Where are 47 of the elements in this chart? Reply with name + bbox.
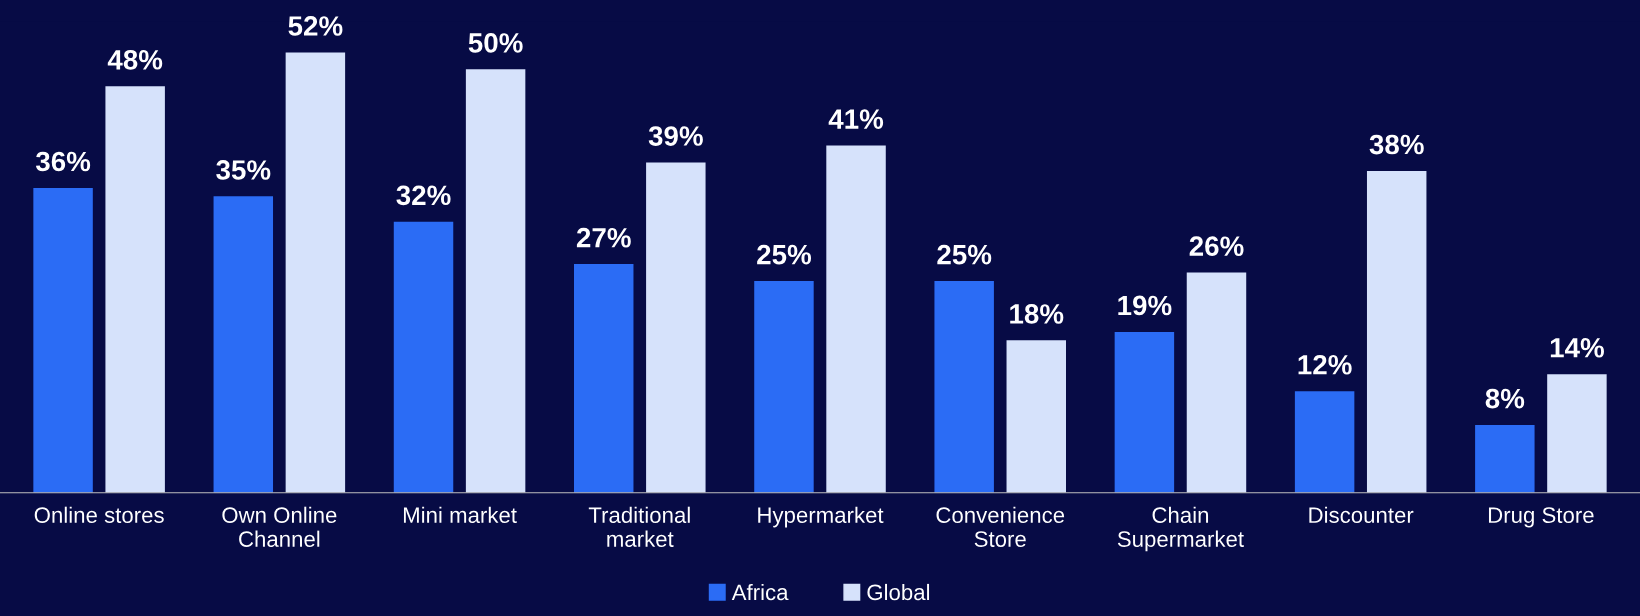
bar [393,221,454,493]
data-label: 26% [1189,236,1244,256]
data-label: 8% [1485,388,1525,409]
data-label: 35% [216,160,271,180]
bar [1366,170,1427,493]
data-label: 39% [648,126,703,146]
x-tick-label: Mini market [403,506,517,524]
bar [1475,425,1535,493]
bar [574,264,634,493]
bar [934,281,994,493]
data-label: 27% [576,227,631,248]
x-tick-label: Hypermarket [758,506,884,528]
x-tick-label: Traditional market [588,506,690,547]
bar [826,145,886,493]
bar [646,162,706,493]
x-tick-label: Drug Store [1488,507,1594,528]
data-label: 41% [828,109,884,129]
bar [1186,272,1247,493]
bar [105,86,165,493]
bar [1547,374,1607,493]
data-label: 32% [396,185,451,206]
bar [1114,331,1175,493]
x-tick-label: Convenience Store [936,506,1065,547]
bar [33,187,93,493]
data-label: 52% [288,16,343,36]
data-label: 18% [1010,304,1064,324]
legend-label: Africa [731,583,789,601]
bar [213,196,274,493]
bar [754,281,814,493]
legend-label: Global [867,583,930,601]
data-label: 38% [1369,134,1424,155]
data-label: 36% [35,151,91,172]
x-tick-label: Online stores [34,506,164,524]
bar [285,52,346,493]
bar [465,69,526,493]
data-label: 12% [1298,354,1352,375]
x-tick-label: Discounter [1309,506,1414,524]
data-label: 19% [1118,295,1172,316]
x-tick-label: Own Online Channel [222,506,337,547]
data-label: 25% [757,244,812,265]
bar [1294,391,1355,493]
data-label: 25% [937,244,992,265]
x-tick-label: Chain Supermarket [1117,506,1244,552]
data-label: 48% [107,49,163,70]
data-label: 50% [468,33,523,53]
bar [1006,340,1066,493]
data-label: 14% [1550,338,1604,358]
